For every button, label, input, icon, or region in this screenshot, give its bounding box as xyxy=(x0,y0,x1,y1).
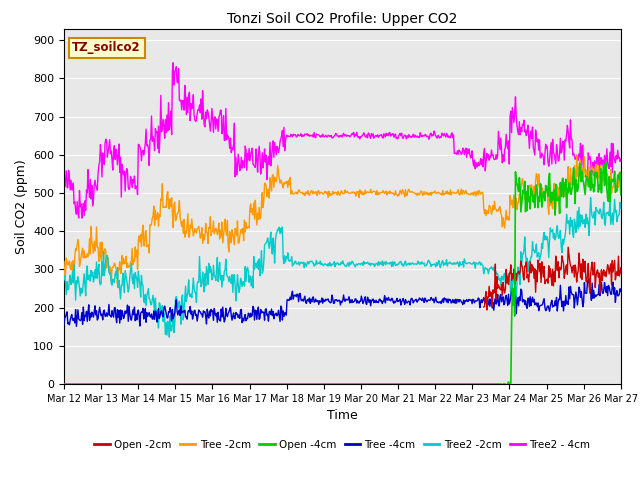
Text: TZ_soilco2: TZ_soilco2 xyxy=(72,41,141,54)
X-axis label: Time: Time xyxy=(327,409,358,422)
Title: Tonzi Soil CO2 Profile: Upper CO2: Tonzi Soil CO2 Profile: Upper CO2 xyxy=(227,12,458,26)
Y-axis label: Soil CO2 (ppm): Soil CO2 (ppm) xyxy=(15,159,28,254)
Legend: Open -2cm, Tree -2cm, Open -4cm, Tree -4cm, Tree2 -2cm, Tree2 - 4cm: Open -2cm, Tree -2cm, Open -4cm, Tree -4… xyxy=(90,435,595,454)
